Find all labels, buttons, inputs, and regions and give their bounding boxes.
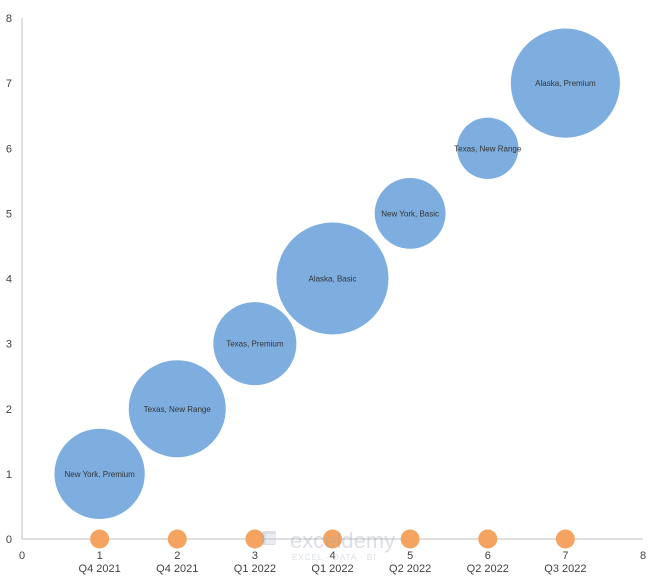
y-tick-label: 6	[6, 143, 12, 155]
bubble	[128, 360, 226, 458]
bubble-label: Texas, New Range	[144, 405, 212, 414]
bubble-label: Texas, Premium	[226, 340, 284, 349]
x-tick-label: 1	[97, 550, 103, 562]
y-tick-label: 2	[6, 404, 12, 416]
x-axis-tick-labels: 0 1 2 3 4 5 6 7 8	[19, 550, 646, 562]
category-label: Q2 2022	[467, 563, 509, 575]
marker-bubble	[478, 529, 498, 549]
x-tick-label: 7	[562, 550, 568, 562]
bubble	[510, 28, 620, 138]
category-labels: Q4 2021 Q4 2021 Q1 2022 Q1 2022 Q2 2022 Q2 20…	[79, 563, 587, 575]
bubbles: New York, Premium Texas, New Range Texas, …	[54, 28, 620, 549]
x-tick-label: 0	[19, 550, 25, 562]
category-label: Q4 2021	[156, 563, 198, 575]
y-tick-label: 1	[6, 469, 12, 481]
bubble-label: New York, Premium	[65, 470, 136, 479]
x-tick-label: 5	[407, 550, 413, 562]
watermark-tagline: EXCEL · DATA · BI	[292, 553, 376, 562]
y-tick-label: 3	[6, 339, 12, 351]
category-label: Q1 2022	[234, 563, 276, 575]
bubble	[457, 117, 519, 179]
x-tick-label: 6	[485, 550, 491, 562]
marker-bubble	[323, 529, 342, 549]
y-tick-label: 8	[6, 13, 12, 25]
y-tick-label: 7	[6, 78, 12, 90]
bubble-label: Texas, New Range	[454, 144, 522, 153]
x-tick-label: 4	[329, 550, 335, 562]
bubble-label: Alaska, Basic	[308, 275, 356, 284]
bubble	[374, 177, 446, 249]
bubble-label: New York, Basic	[381, 209, 439, 218]
x-tick-label: 8	[640, 550, 646, 562]
marker-bubble	[167, 529, 187, 549]
category-label: Q4 2021	[79, 563, 121, 575]
marker-bubble	[400, 529, 420, 549]
y-tick-label: 5	[6, 208, 12, 220]
bubble-label: Alaska, Premium	[535, 79, 596, 88]
y-axis-tick-labels: 0 1 2 3 4 5 6 7 8	[6, 13, 12, 546]
bubble	[213, 302, 297, 386]
watermark: exceldemy EXCEL · DATA · BI	[262, 528, 395, 562]
watermark-logo-icon	[262, 531, 276, 545]
y-tick-label: 4	[6, 274, 12, 286]
marker-bubble	[245, 529, 265, 549]
bubble	[54, 428, 145, 520]
category-label: Q2 2022	[389, 563, 431, 575]
bubble	[276, 222, 389, 335]
y-tick-label: 0	[6, 534, 12, 546]
marker-bubble	[555, 529, 575, 549]
x-tick-label: 2	[174, 550, 180, 562]
category-label: Q1 2022	[311, 563, 353, 575]
marker-bubble	[90, 529, 110, 549]
x-tick-label: 3	[252, 550, 258, 562]
watermark-name: exceldemy	[290, 528, 395, 553]
category-label: Q3 2022	[544, 563, 586, 575]
